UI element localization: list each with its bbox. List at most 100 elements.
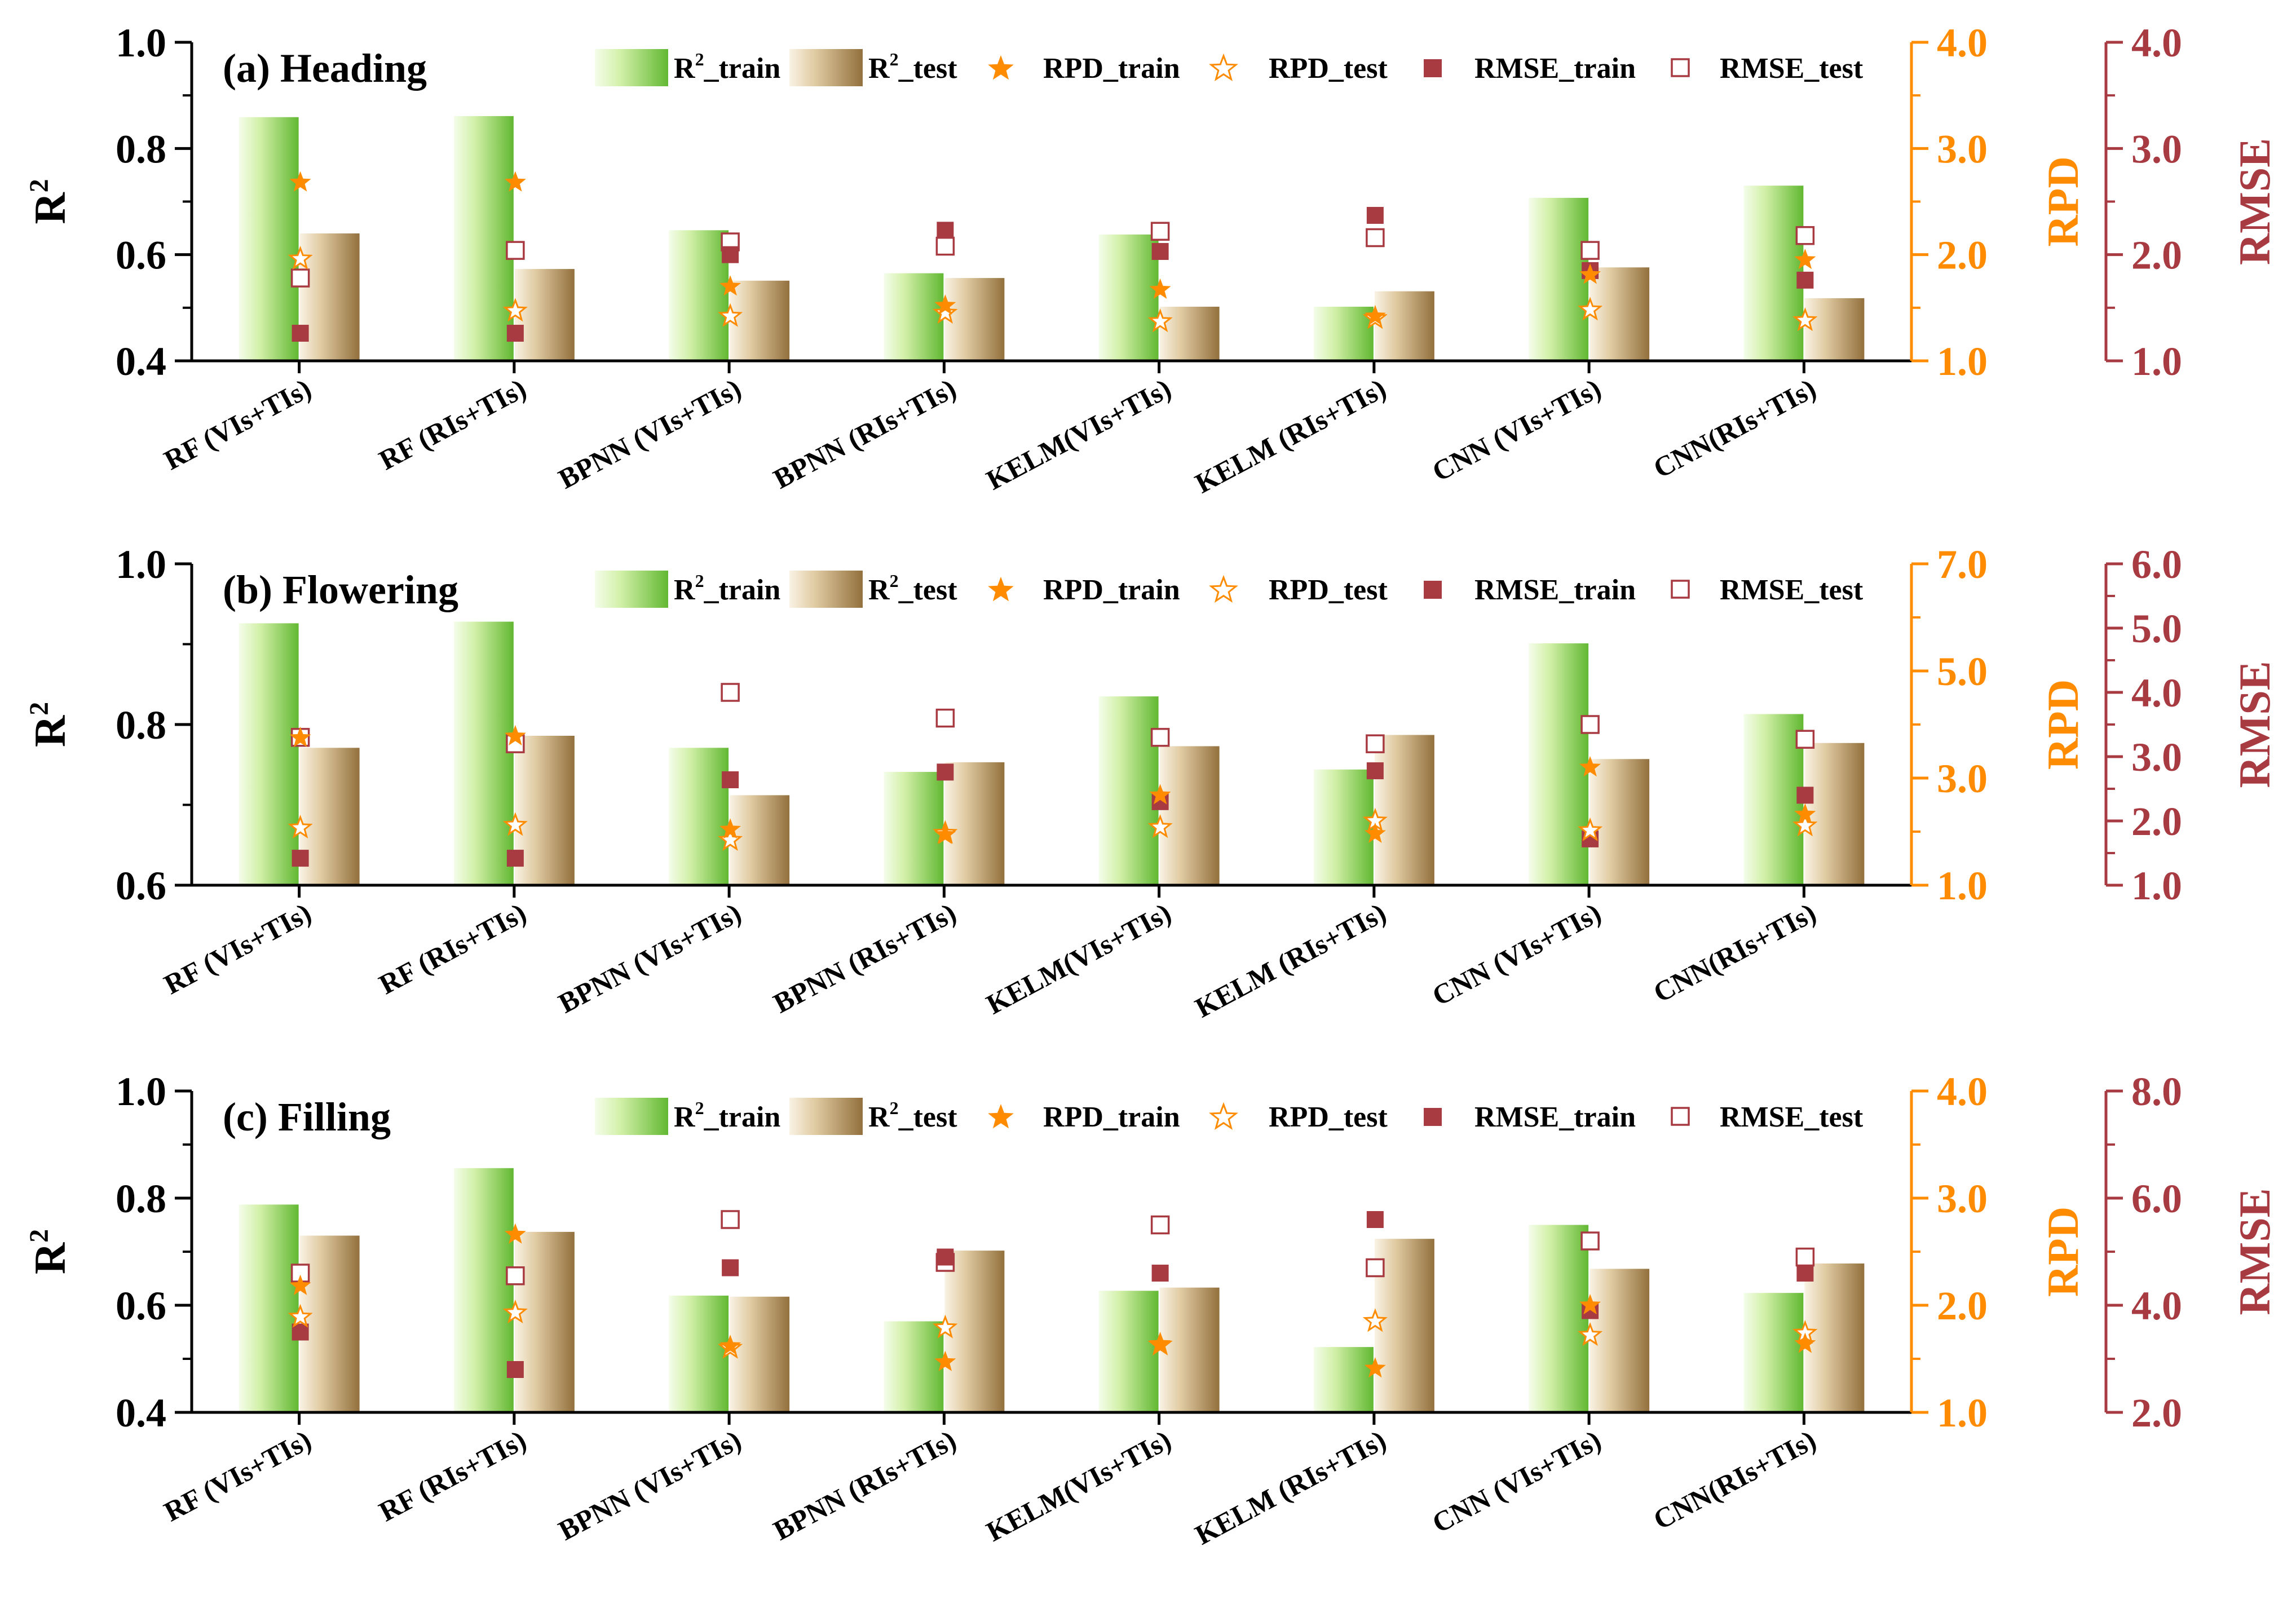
marker-rpd-train [934, 294, 956, 315]
bar-r2-train [884, 273, 944, 361]
marker-rmse-train [937, 763, 954, 781]
bar-r2-test [1374, 291, 1434, 361]
x-tick-label: KELM(VIs+TIs) [981, 896, 1176, 1020]
legend-label-rmse-train: RMSE_train [1474, 574, 1636, 606]
marker-rmse-train [1151, 1265, 1169, 1282]
marker-rmse-test [1580, 1231, 1600, 1251]
rmse-tick-label: 8.0 [2131, 1069, 2182, 1114]
marker-rmse-test [1795, 1247, 1815, 1267]
marker-rpd-test [1362, 1308, 1388, 1332]
legend-label-r2-train: R2_train [674, 1098, 780, 1133]
marker-rmse-train [506, 1361, 524, 1378]
marker-rmse-test [1366, 1258, 1385, 1278]
legend-label-r2-train: R2_train [674, 49, 780, 85]
rmse-tick-label: 1.0 [2131, 339, 2182, 384]
rmse-axis-label: RMSE [2230, 138, 2279, 265]
bar-r2-train [669, 1295, 729, 1412]
left-tick-label: 0.4 [116, 339, 166, 384]
y-axis-label-r2: R2 [24, 702, 74, 747]
rmse-tick-label: 2.0 [2131, 233, 2182, 278]
legend-marker-rmse-test [1671, 58, 1690, 77]
marker-rpd-test [1147, 308, 1173, 333]
x-tick-label: RF (VIs+TIs) [159, 1424, 316, 1527]
x-tick-label: CNN(RIs+TIs) [1648, 1424, 1821, 1535]
marker-rmse-train [937, 222, 954, 239]
marker-rmse-train [722, 1259, 739, 1276]
marker-rpd-test [933, 300, 958, 324]
rmse-axis-label: RMSE [2230, 661, 2279, 788]
bar-r2-train [1529, 643, 1589, 885]
bar-r2-train [1743, 185, 1804, 361]
marker-rpd-train [504, 725, 526, 746]
bar-r2-train [239, 1204, 299, 1412]
legend-label-rmse-test: RMSE_test [1720, 52, 1864, 85]
legend-label-r2-train: R2_train [674, 571, 780, 606]
marker-rpd-train [934, 823, 956, 844]
rpd-tick-label: 3.0 [1937, 1176, 1988, 1221]
bar-r2-train [1098, 234, 1159, 361]
legend-label-rpd-test: RPD_test [1269, 52, 1388, 85]
left-tick-label: 0.8 [116, 126, 166, 171]
panel-title: (c) Filling [223, 1094, 391, 1139]
bar-r2-train [1098, 1291, 1159, 1412]
bar-r2-train [669, 230, 729, 361]
bar-r2-train [884, 1321, 944, 1412]
marker-rmse-train [506, 850, 524, 867]
marker-rmse-test [1795, 226, 1815, 245]
x-tick-label: RF (RIs+TIs) [374, 896, 531, 1000]
bar-r2-train [453, 621, 514, 885]
marker-rmse-test [1150, 222, 1170, 241]
legend-label-rpd-train: RPD_train [1043, 574, 1180, 606]
bar-r2-train [1743, 1293, 1804, 1412]
y-axis-label-r2: R2 [24, 179, 74, 224]
marker-rpd-train [1364, 304, 1386, 326]
marker-rmse-train [1796, 787, 1814, 804]
left-tick-label: 0.8 [116, 703, 166, 748]
bar-r2-test [730, 795, 790, 885]
rmse-tick-label: 2.0 [2131, 1390, 2182, 1435]
legend-label-rmse-train: RMSE_train [1474, 52, 1636, 85]
left-tick-label: 0.4 [116, 1390, 166, 1435]
x-tick-label: KELM (RIs+TIs) [1190, 1424, 1391, 1551]
y-axis-label-sup: 2 [24, 702, 54, 715]
left-tick-label: 1.0 [116, 542, 166, 587]
marker-rpd-test [1792, 307, 1818, 332]
rpd-tick-label: 2.0 [1937, 233, 1988, 278]
bar-r2-test [944, 278, 1005, 361]
marker-rpd-test [933, 1314, 958, 1339]
marker-rpd-train [289, 171, 311, 192]
marker-rpd-train [719, 275, 741, 296]
legend-label-r2-test: R2_test [868, 1098, 957, 1133]
marker-rpd-test [1578, 1322, 1603, 1346]
x-tick-label: RF (VIs+TIs) [159, 896, 316, 1000]
bar-r2-train [1529, 1225, 1589, 1412]
x-tick-label: BPNN (VIs+TIs) [553, 896, 746, 1019]
legend-label-r2-test: R2_test [868, 49, 957, 85]
bar-r2-test [944, 1251, 1005, 1412]
legend-swatch-r2-test [789, 1098, 863, 1135]
y-axis-label-base: R [25, 192, 74, 224]
marker-rmse-test [506, 241, 525, 260]
bar-r2-train [239, 117, 299, 361]
bar-r2-test [514, 735, 575, 885]
legend-marker-rmse-train [1424, 59, 1442, 77]
marker-rmse-test [721, 683, 740, 702]
rpd-tick-label: 5.0 [1937, 649, 1988, 694]
marker-rmse-train [1796, 271, 1814, 289]
marker-rpd-test [1578, 297, 1603, 321]
bar-r2-train [884, 772, 944, 885]
rmse-axis-label: RMSE [2230, 1188, 2279, 1315]
x-tick-label: CNN (VIs+TIs) [1427, 372, 1606, 487]
legend-marker-rmse-train [1424, 581, 1442, 599]
marker-rpd-train [1149, 784, 1171, 805]
legend-marker-rpd-test [1209, 1102, 1238, 1130]
legend-marker-rmse-test [1671, 1107, 1690, 1126]
marker-rmse-train [506, 325, 524, 342]
bar-r2-test [1804, 298, 1865, 361]
marker-rpd-train [1149, 1332, 1171, 1353]
marker-rpd-test [502, 812, 528, 836]
rpd-axis-label: RPD [2038, 156, 2087, 246]
rpd-tick-label: 7.0 [1937, 542, 1988, 587]
